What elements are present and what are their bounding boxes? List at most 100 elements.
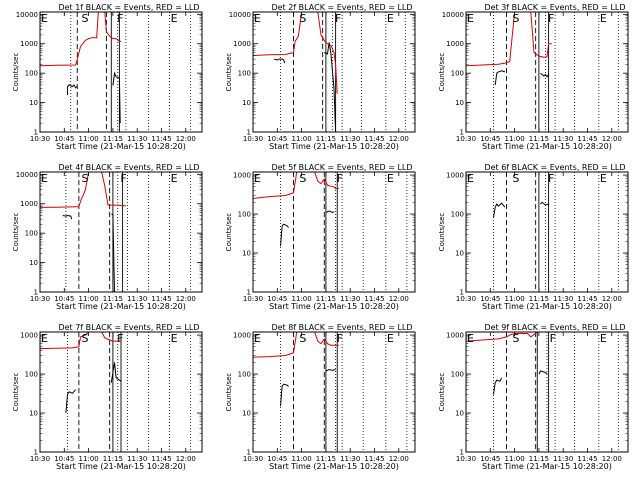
y-axis-label: Counts/sec <box>12 213 20 252</box>
x-tick-label: 10:45 <box>267 135 287 143</box>
x-axis-label: Start Time (21-Mar-15 10:28:20) <box>269 142 399 151</box>
x-tick-label: 11:45 <box>577 135 597 143</box>
x-tick-label: 11:15 <box>316 295 336 303</box>
phase-marker-label: S <box>299 12 306 25</box>
series-line-lld <box>40 172 126 208</box>
phase-marker-label: E <box>467 172 474 185</box>
x-tick-label: 11:45 <box>151 455 171 463</box>
plot-frame <box>39 171 203 293</box>
y-tick-label: 1 <box>460 289 464 297</box>
series-line-lld <box>253 12 338 94</box>
phase-marker-label: F <box>548 172 554 185</box>
y-axis-label: Counts/sec <box>225 53 233 92</box>
phase-marker-label: E <box>171 172 178 185</box>
y-axis-label: Counts/sec <box>12 53 20 92</box>
x-tick-label: 12:00 <box>389 135 409 143</box>
y-tick-label: 10 <box>455 250 464 258</box>
detector-panel-6: 10:30 10:45 11:00 11:15 11:30 11:45 12:00 1 10 10… <box>438 163 629 311</box>
plot-frame <box>39 11 203 133</box>
y-tick-label: 1 <box>34 289 38 297</box>
phase-marker-label: F <box>550 332 556 345</box>
series-line-events <box>62 214 73 220</box>
x-tick-label: 11:45 <box>364 135 384 143</box>
x-tick-label: 11:45 <box>364 295 384 303</box>
series-line-events <box>494 70 506 85</box>
y-tick-label: 10000 <box>229 11 251 19</box>
plot-frame <box>252 331 416 453</box>
phase-marker-label: E <box>171 12 178 25</box>
x-tick-label: 11:30 <box>340 455 360 463</box>
x-tick-label: 10:45 <box>54 295 74 303</box>
y-tick-label: 1000 <box>233 172 251 180</box>
plot-frame <box>252 171 416 293</box>
y-tick-label: 10 <box>29 99 38 107</box>
phase-marker-label: F <box>117 12 123 25</box>
y-tick-label: 10 <box>29 259 38 267</box>
x-tick-label: 12:00 <box>176 135 196 143</box>
x-tick-label: 12:00 <box>602 455 622 463</box>
phase-marker-label: E <box>41 12 48 25</box>
y-tick-label: 10 <box>29 410 38 418</box>
series-line-events <box>111 213 115 292</box>
y-tick-label: 100 <box>238 211 251 219</box>
series-line-events <box>273 58 286 64</box>
series-line-events <box>280 223 289 247</box>
plot-title: Det 9f BLACK = Events, RED = LLD <box>484 323 625 332</box>
x-tick-label: 10:30 <box>30 295 50 303</box>
x-axis-label: Start Time (21-Mar-15 10:28:20) <box>269 302 399 311</box>
plot-title: Det 1f BLACK = Events, RED = LLD <box>58 3 199 12</box>
phase-marker-label: E <box>171 332 178 345</box>
phase-marker-label: E <box>600 332 607 345</box>
phase-marker-label: E <box>41 332 48 345</box>
phase-marker-label: E <box>387 332 394 345</box>
plot-frame <box>465 331 629 453</box>
y-tick-label: 1000 <box>233 40 251 48</box>
detector-panel-5: 10:30 10:45 11:00 11:15 11:30 11:45 12:00 1 10 10… <box>225 163 416 311</box>
x-tick-label: 12:00 <box>389 455 409 463</box>
series-line-lld <box>466 12 552 67</box>
series-line-events <box>538 370 548 375</box>
detector-panel-2: 10:30 10:45 11:00 11:15 11:30 11:45 12:00 1 10 10… <box>225 3 416 151</box>
phase-marker-label: F <box>335 12 341 25</box>
phase-marker-label: E <box>467 12 474 25</box>
y-tick-label: 1000 <box>446 332 464 340</box>
series-line-events <box>325 210 335 213</box>
y-tick-label: 1000 <box>233 332 251 340</box>
x-axis-label: Start Time (21-Mar-15 10:28:20) <box>482 462 612 471</box>
y-tick-label: 100 <box>451 70 464 78</box>
x-tick-label: 11:30 <box>340 135 360 143</box>
y-axis-label: Counts/sec <box>225 373 233 412</box>
plot-title: Det 3f BLACK = Events, RED = LLD <box>484 3 625 12</box>
x-tick-label: 11:15 <box>103 135 123 143</box>
y-axis-label: Counts/sec <box>12 373 20 412</box>
y-tick-label: 10000 <box>16 171 38 179</box>
y-tick-label: 100 <box>451 211 464 219</box>
detector-panel-1: 10:30 10:45 11:00 11:15 11:30 11:45 12:00 1 10 10… <box>12 3 203 151</box>
phase-marker-label: F <box>117 332 123 345</box>
phase-marker-label: E <box>254 332 261 345</box>
y-tick-label: 100 <box>238 371 251 379</box>
x-tick-label: 10:45 <box>480 295 500 303</box>
x-axis-label: Start Time (21-Mar-15 10:28:20) <box>269 462 399 471</box>
y-tick-label: 1 <box>460 449 464 457</box>
x-tick-label: 11:30 <box>127 295 147 303</box>
detector-panel-3: 10:30 10:45 11:00 11:15 11:30 11:45 12:00 1 10 10… <box>438 3 629 151</box>
x-tick-label: 10:30 <box>456 135 476 143</box>
y-tick-label: 1 <box>34 449 38 457</box>
phase-marker-label: S <box>82 12 89 25</box>
x-tick-label: 11:30 <box>127 135 147 143</box>
phase-marker-label: F <box>120 172 126 185</box>
y-tick-label: 1 <box>247 129 251 137</box>
x-tick-label: 11:00 <box>292 135 312 143</box>
plot-frame <box>465 11 629 133</box>
y-tick-label: 100 <box>451 371 464 379</box>
x-tick-label: 11:45 <box>151 295 171 303</box>
y-tick-label: 10000 <box>442 11 464 19</box>
x-tick-label: 11:15 <box>316 455 336 463</box>
y-tick-label: 1 <box>247 449 251 457</box>
x-tick-label: 11:45 <box>577 455 597 463</box>
x-tick-label: 11:00 <box>79 455 99 463</box>
x-axis-label: Start Time (21-Mar-15 10:28:20) <box>482 142 612 151</box>
x-tick-label: 12:00 <box>176 295 196 303</box>
